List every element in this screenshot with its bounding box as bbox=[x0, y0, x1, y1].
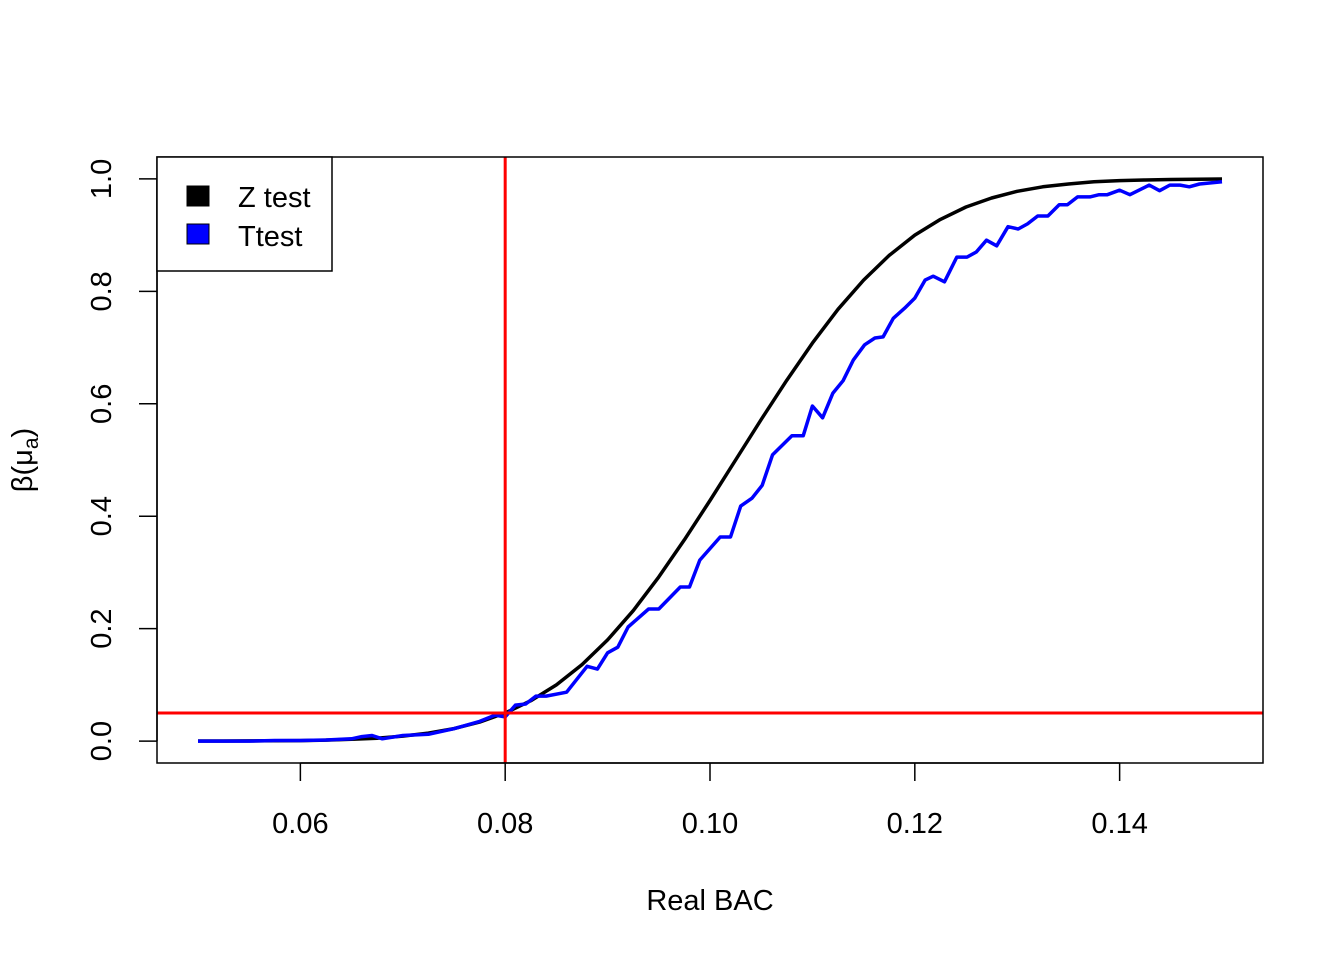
y-axis-label: β(μa) bbox=[7, 428, 43, 492]
series-line-z-test bbox=[198, 177, 1223, 743]
legend-box bbox=[156, 156, 333, 272]
x-tick-label: 0.12 bbox=[887, 808, 943, 840]
x-tick-label: 0.08 bbox=[477, 808, 533, 840]
y-tick-label: 0.6 bbox=[86, 384, 118, 424]
y-axis-label-close: ) bbox=[7, 428, 39, 438]
y-tick-label: 1.0 bbox=[86, 159, 118, 199]
x-axis-label: Real BAC bbox=[646, 885, 773, 917]
x-tick-label: 0.06 bbox=[272, 808, 328, 840]
legend: Z test Ttest bbox=[156, 156, 333, 272]
y-tick-label: 0.0 bbox=[86, 721, 118, 761]
legend-swatch-ttest bbox=[186, 223, 210, 245]
y-axis-label-sub: a bbox=[20, 437, 43, 449]
y-tick-label: 0.4 bbox=[86, 496, 118, 536]
x-tick-label: 0.14 bbox=[1091, 808, 1147, 840]
legend-swatch-z-test bbox=[186, 185, 210, 207]
legend-label-ttest: Ttest bbox=[238, 221, 302, 253]
y-axis-label-main: β(μ bbox=[7, 449, 39, 492]
y-tick-label: 0.8 bbox=[86, 271, 118, 311]
x-tick-label: 0.10 bbox=[682, 808, 738, 840]
y-tick-label: 0.2 bbox=[86, 608, 118, 648]
legend-label-z-test: Z test bbox=[238, 182, 311, 214]
series-line-ttest bbox=[198, 179, 1223, 743]
